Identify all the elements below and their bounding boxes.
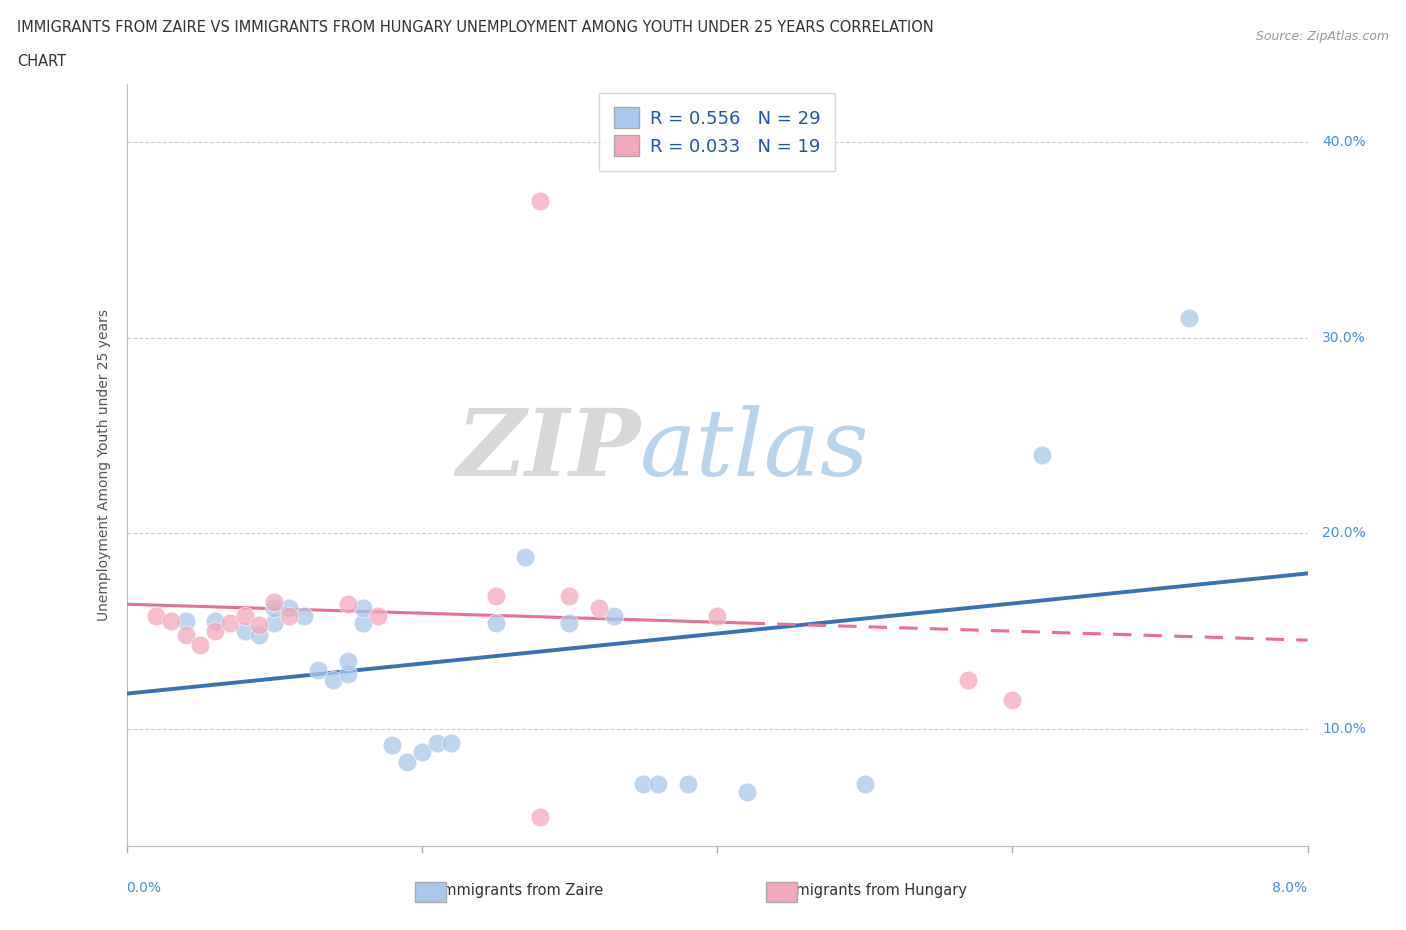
Point — [204, 614, 226, 629]
Text: 20.0%: 20.0% — [1323, 526, 1367, 540]
Point — [706, 608, 728, 623]
Point — [633, 777, 655, 791]
Text: 10.0%: 10.0% — [1323, 722, 1367, 736]
Text: IMMIGRANTS FROM ZAIRE VS IMMIGRANTS FROM HUNGARY UNEMPLOYMENT AMONG YOUTH UNDER : IMMIGRANTS FROM ZAIRE VS IMMIGRANTS FROM… — [17, 20, 934, 35]
Text: CHART: CHART — [17, 54, 66, 69]
Point — [292, 608, 315, 623]
Point — [558, 589, 581, 604]
Text: 0.0%: 0.0% — [127, 882, 162, 896]
Point — [204, 624, 226, 639]
Text: ZIP: ZIP — [456, 405, 640, 495]
Point — [233, 624, 256, 639]
Point — [484, 616, 508, 631]
Point — [396, 755, 419, 770]
Point — [1001, 692, 1024, 707]
Point — [174, 628, 197, 643]
Point — [366, 608, 388, 623]
Text: Immigrants from Hungary: Immigrants from Hungary — [776, 884, 967, 898]
Point — [263, 600, 285, 615]
Point — [352, 616, 374, 631]
Text: 8.0%: 8.0% — [1272, 882, 1308, 896]
Point — [529, 193, 551, 208]
Point — [322, 672, 344, 687]
Point — [676, 777, 699, 791]
Legend: R = 0.556   N = 29, R = 0.033   N = 19: R = 0.556 N = 29, R = 0.033 N = 19 — [599, 93, 835, 170]
Point — [1178, 311, 1201, 325]
Point — [247, 618, 270, 632]
Point — [529, 809, 551, 824]
Text: Source: ZipAtlas.com: Source: ZipAtlas.com — [1256, 30, 1389, 43]
Point — [411, 745, 433, 760]
Point — [647, 777, 669, 791]
Point — [381, 737, 404, 752]
Text: 40.0%: 40.0% — [1323, 136, 1367, 150]
Point — [558, 616, 581, 631]
Point — [484, 589, 508, 604]
Point — [247, 628, 270, 643]
Point — [515, 550, 537, 565]
Point — [145, 608, 167, 623]
Point — [956, 672, 979, 687]
Point — [263, 616, 285, 631]
Point — [440, 736, 463, 751]
Point — [174, 614, 197, 629]
Point — [278, 600, 301, 615]
Point — [307, 663, 329, 678]
Point — [278, 608, 301, 623]
Text: Immigrants from Zaire: Immigrants from Zaire — [437, 884, 603, 898]
Point — [160, 614, 183, 629]
Point — [603, 608, 626, 623]
Point — [337, 596, 360, 611]
Text: 30.0%: 30.0% — [1323, 331, 1367, 345]
Point — [1031, 447, 1053, 462]
Text: atlas: atlas — [640, 405, 870, 495]
Point — [735, 784, 758, 799]
Point — [425, 736, 447, 751]
Point — [219, 616, 242, 631]
Point — [263, 594, 285, 609]
Point — [337, 653, 360, 668]
Point — [188, 637, 211, 652]
Point — [233, 608, 256, 623]
Point — [588, 600, 610, 615]
Y-axis label: Unemployment Among Youth under 25 years: Unemployment Among Youth under 25 years — [97, 309, 111, 621]
Point — [337, 667, 360, 682]
Point — [853, 777, 876, 791]
Point — [352, 600, 374, 615]
